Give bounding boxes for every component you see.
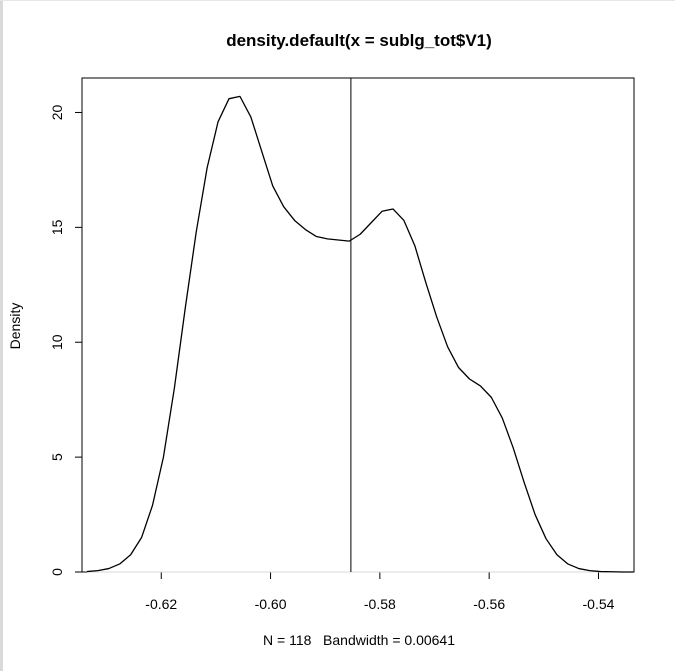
x-tick-label: -0.60: [255, 596, 287, 612]
y-tick-label: 0: [49, 568, 65, 576]
y-tick-label: 15: [49, 219, 65, 235]
x-tick-label: -0.56: [473, 596, 505, 612]
x-tick-label: -0.62: [145, 596, 177, 612]
y-axis-label: Density: [7, 303, 23, 350]
y-tick-label: 10: [49, 334, 65, 350]
x-axis-label: N = 118 Bandwidth = 0.00641: [263, 632, 455, 648]
x-tick-label: -0.58: [364, 596, 396, 612]
marks-layer: [86, 78, 634, 573]
axes-layer: -0.62 -0.60 -0.58 -0.56 -0.54 0 5 10 15 20: [49, 77, 635, 612]
density-curve: [86, 95, 634, 573]
plot-frame: [81, 77, 635, 573]
y-tick-label: 20: [49, 104, 65, 120]
chart-title: density.default(x = sublg_tot$V1): [226, 31, 492, 50]
y-tick-label: 5: [49, 453, 65, 461]
x-tick-label: -0.54: [583, 596, 615, 612]
window-edge-top: [0, 0, 675, 1]
window-edge-left: [0, 0, 3, 671]
